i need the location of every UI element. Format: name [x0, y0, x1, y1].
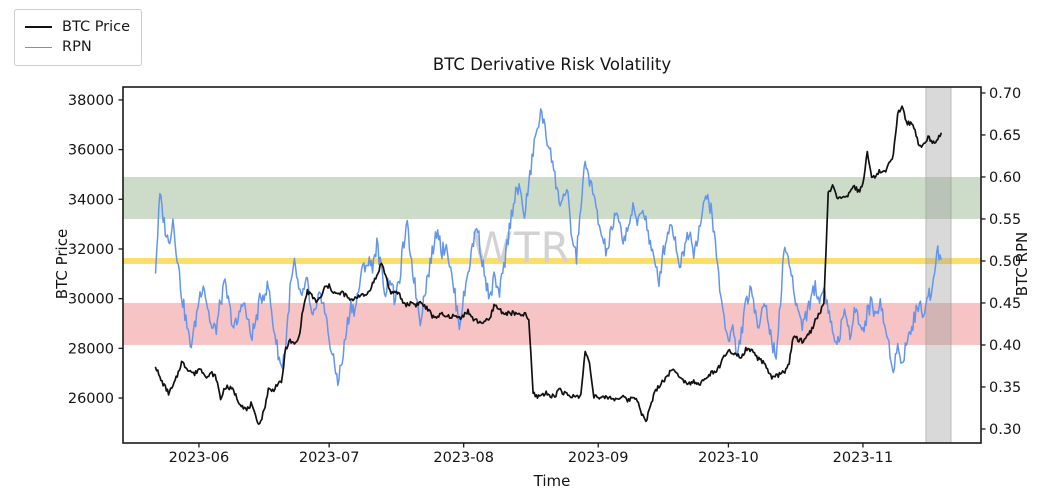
y-tick-label-right: 0.45	[989, 296, 1021, 312]
y-tick-label-left: 32000	[68, 242, 114, 258]
y-tick-label-right: 0.40	[989, 338, 1021, 354]
x-tick-label: 2023-09	[568, 450, 629, 466]
y-tick-label-left: 28000	[68, 341, 114, 357]
yellow-threshold-line	[123, 257, 981, 264]
x-tick-label: 2023-11	[833, 450, 894, 466]
legend-label-rpn: RPN	[62, 39, 92, 55]
y-tick-label-left: 38000	[68, 93, 114, 109]
y-tick-label-right: 0.50	[989, 254, 1021, 270]
chart-title: BTC Derivative Risk Volatility	[432, 55, 672, 74]
y-tick-label-left: 36000	[68, 143, 114, 159]
legend-label-btc-price: BTC Price	[62, 19, 131, 35]
legend-item-rpn: RPN	[25, 37, 130, 57]
x-tick-label: 2023-10	[698, 450, 759, 466]
x-axis-label: Time	[533, 472, 571, 490]
y-tick-label-right: 0.70	[989, 86, 1021, 102]
gray-highlight-band	[925, 87, 952, 443]
btc-price-line	[154, 105, 942, 425]
legend-item-btc-price: BTC Price	[25, 17, 130, 37]
legend[interactable]: BTC Price RPN	[14, 9, 143, 66]
plot-border	[122, 86, 982, 444]
y-tick-label-right: 0.55	[989, 212, 1021, 228]
y-tick-label-right: 0.35	[989, 380, 1021, 396]
rpn-line	[154, 108, 942, 387]
y-tick-label-left: 34000	[68, 192, 114, 208]
watermark: WTR	[471, 223, 570, 272]
btc-price-line-swatch	[25, 26, 52, 28]
x-tick-label: 2023-06	[169, 450, 230, 466]
x-tick-label: 2023-08	[433, 450, 494, 466]
y-tick-label-right: 0.65	[989, 128, 1021, 144]
y-tick-label-right: 0.30	[989, 422, 1021, 438]
green-risk-band	[123, 176, 981, 219]
y-tick-label-left: 26000	[68, 391, 114, 407]
y-tick-label-left: 30000	[68, 292, 114, 308]
rpn-line-swatch	[25, 46, 52, 48]
y-tick-label-right: 0.60	[989, 170, 1021, 186]
x-tick-label: 2023-07	[299, 450, 360, 466]
